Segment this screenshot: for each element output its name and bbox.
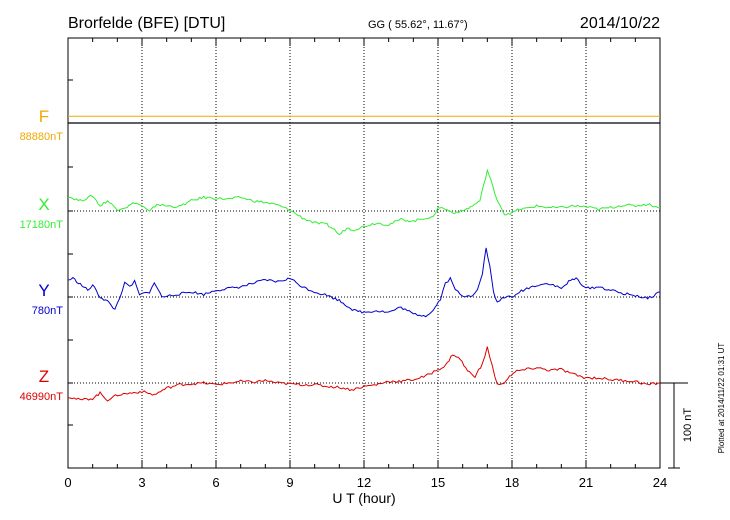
series-baseline-f: 88880nT (20, 131, 64, 143)
grid-lines (141, 38, 587, 468)
data-series (67, 115, 661, 402)
station-title: Brorfelde (BFE) [DTU] (68, 15, 225, 32)
series-line-y (67, 247, 661, 318)
series-name-f: F (39, 107, 49, 126)
series-name-x: X (38, 195, 49, 214)
x-tick-label: 24 (653, 475, 667, 490)
series-baseline-y: 780nT (32, 305, 63, 317)
x-tick-label: 21 (579, 475, 593, 490)
x-tick-label: 0 (64, 475, 71, 490)
x-axis-label: U T (hour) (332, 490, 395, 506)
series-name-z: Z (39, 367, 49, 386)
x-tick-label: 15 (431, 475, 445, 490)
baselines (68, 122, 660, 384)
plot-date: 2014/10/22 (580, 15, 660, 32)
series-line-z (67, 346, 661, 402)
series-name-y: Y (38, 281, 49, 300)
plotted-at-note: Plotted at 2014/11/22 01:31 UT (717, 343, 726, 454)
series-baseline-x: 17180nT (20, 219, 64, 231)
x-tick-label: 12 (357, 475, 371, 490)
series-line-x (67, 168, 661, 236)
series-baseline-z: 46990nT (20, 391, 64, 403)
x-tick-label: 3 (138, 475, 145, 490)
x-tick-label: 9 (286, 475, 293, 490)
series-labels: F 88880nT X 17180nT Y 780nT Z 46990nT (20, 107, 64, 403)
x-tick-label: 18 (505, 475, 519, 490)
scale-bar: 100 nT (660, 382, 694, 469)
axis-ticks (67, 37, 661, 469)
x-tick-label: 6 (212, 475, 219, 490)
plot-frame (67, 37, 661, 469)
scale-bar-label: 100 nT (682, 408, 694, 443)
x-tick-labels: 0 3 6 9 12 15 18 21 24 (64, 475, 667, 490)
station-coordinates: GG ( 55.62°, 11.67°) (368, 19, 468, 31)
